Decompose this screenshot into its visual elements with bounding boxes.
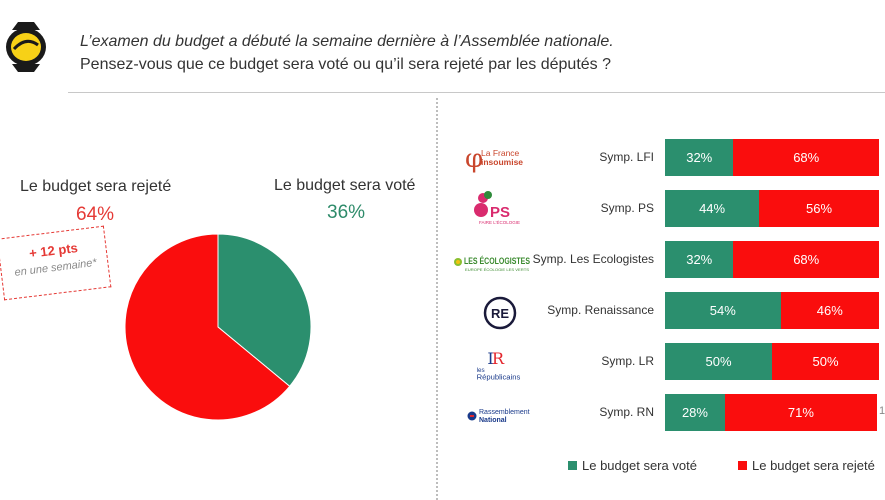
question-line-2: Pensez-vous que ce budget sera voté ou q…: [80, 56, 611, 73]
pie-slice-voted: [217, 233, 312, 387]
renaissance-logo: RE: [483, 296, 517, 330]
pie-voted-pct: 36%: [327, 202, 366, 223]
ecologistes-logo-sub: EUROPE ÉCOLOGIE LES VERTS: [465, 267, 529, 272]
renaissance-logo-text: RE: [491, 306, 509, 321]
ps-logo-text: PS: [490, 204, 510, 221]
brand-logo: [6, 22, 46, 72]
legend-swatch-rejected: [738, 461, 747, 470]
bar-row: 32% 68%: [665, 241, 879, 278]
pie-rejected-pct: 64%: [76, 204, 115, 225]
bar-segment-rejected: 50%: [772, 343, 879, 380]
lfi-logo-line1: La France: [481, 148, 520, 158]
svg-text:I: I: [487, 349, 493, 368]
pie-chart: [124, 233, 312, 421]
lfi-logo-line2: insoumise: [481, 157, 523, 167]
header-divider: [68, 92, 885, 93]
lr-logo: I R les Républicains: [477, 349, 521, 381]
ps-logo: PS FAIRE L’ÉCOLOGIE: [474, 191, 520, 225]
lfi-logo: φ La France insoumise: [465, 144, 523, 174]
bar-row: 44% 56%: [665, 190, 879, 227]
bar-category-label: Symp. LFI: [599, 150, 654, 164]
bar-segment-voted: 50%: [665, 343, 772, 380]
rn-logo-line2: National: [479, 417, 507, 424]
bar-row: 28% 71%: [665, 394, 877, 431]
bar-segment-voted: 28%: [665, 394, 725, 431]
bar-segment-rejected: 71%: [724, 394, 877, 431]
lr-logo-line2: Républicains: [477, 372, 521, 381]
change-annotation: + 12 pts en une semaine*: [0, 225, 112, 301]
bar-extra-label: 1: [879, 405, 885, 417]
bar-segment-voted: 32%: [665, 241, 734, 278]
ps-logo-sub: FAIRE L’ÉCOLOGIE: [479, 219, 520, 225]
rn-logo-line1: Rassemblement: [479, 409, 530, 416]
bar-segment-rejected: 46%: [780, 292, 879, 329]
pie-voted-label: Le budget sera voté: [274, 177, 416, 194]
legend-label-voted: Le budget sera voté: [582, 458, 697, 473]
bar-row: 54% 46%: [665, 292, 879, 329]
pie-rejected-label: Le budget sera rejeté: [20, 178, 172, 195]
bar-row: 50% 50%: [665, 343, 879, 380]
svg-text:φ: φ: [465, 144, 483, 174]
bar-category-label: Symp. Renaissance: [547, 303, 654, 317]
ecologistes-logo: LES ÉCOLOGISTES EUROPE ÉCOLOGIE LES VERT…: [454, 256, 530, 272]
bar-category-label: Symp. LR: [601, 354, 654, 368]
legend-item-rejected: Le budget sera rejeté: [738, 458, 875, 473]
svg-text:R: R: [492, 349, 505, 368]
question-line-1: L’examen du budget a débuté la semaine d…: [80, 33, 614, 50]
legend-label-rejected: Le budget sera rejeté: [752, 458, 875, 473]
pie-slice-rejected: [124, 233, 291, 421]
bar-segment-rejected: 56%: [759, 190, 879, 227]
ecologistes-logo-text: LES ÉCOLOGISTES: [464, 256, 530, 267]
bar-segment-voted: 44%: [665, 190, 760, 227]
legend-item-voted: Le budget sera voté: [568, 458, 697, 473]
bar-row: 32% 68%: [665, 139, 879, 176]
bar-segment-voted: 54%: [665, 292, 781, 329]
bar-category-label: Symp. Les Ecologistes: [532, 252, 654, 266]
rn-logo: Rassemblement National: [467, 409, 530, 424]
bar-category-label: Symp. RN: [599, 405, 654, 419]
bar-segment-voted: 32%: [665, 139, 734, 176]
legend-swatch-voted: [568, 461, 577, 470]
bar-segment-rejected: 68%: [733, 139, 879, 176]
vertical-divider: [436, 98, 438, 500]
bar-segment-rejected: 68%: [733, 241, 879, 278]
bar-category-label: Symp. PS: [600, 201, 654, 215]
lr-logo-line1: les: [477, 367, 485, 374]
